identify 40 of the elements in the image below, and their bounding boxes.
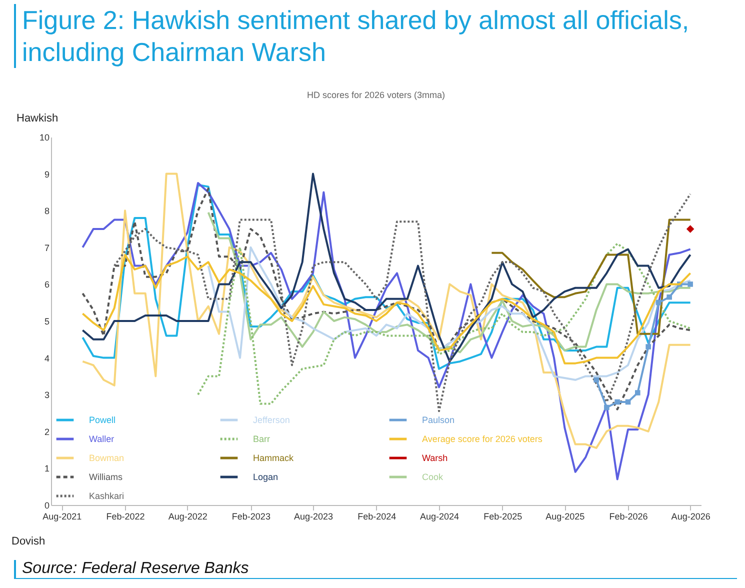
legend-label: Waller: [89, 434, 114, 444]
legend-label: Hammack: [253, 453, 294, 463]
x-tick-label: Aug-2021: [42, 512, 82, 522]
y-tick-label: 6: [44, 280, 50, 290]
x-tick-label: Feb-2026: [609, 512, 648, 522]
legend-label: Paulson: [422, 415, 455, 425]
legend-label: Warsh: [422, 453, 448, 463]
legend-label: Williams: [89, 472, 123, 482]
y-tick-label: 10: [39, 132, 50, 142]
x-tick-label: Feb-2025: [484, 512, 522, 522]
legend-label: Barr: [253, 434, 270, 444]
x-tick-label: Feb-2023: [232, 512, 270, 522]
y-tick-label: 9: [44, 169, 50, 180]
x-tick-label: Aug-2026: [671, 512, 710, 522]
legend-label: Bowman: [89, 453, 124, 463]
y-tick-label: 1: [44, 464, 50, 474]
x-axis-title: Dovish: [12, 536, 46, 548]
y-tick-label: 7: [44, 242, 50, 253]
y-tick-label: 5: [44, 316, 50, 326]
legend-label: Average score for 2026 voters: [422, 434, 543, 444]
x-tick-label: Aug-2023: [294, 512, 334, 522]
x-tick-label: Aug-2022: [168, 512, 208, 522]
legend-label: Powell: [89, 415, 116, 425]
legend-label: Cook: [422, 472, 444, 482]
legend-label: Kashkari: [89, 491, 124, 501]
x-tick-label: Aug-2025: [546, 512, 585, 522]
y-tick-label: 3: [44, 390, 50, 400]
x-tick-label: Feb-2024: [358, 512, 396, 522]
source-note: Source: Federal Reserve Banks: [14, 560, 737, 579]
y-tick-label: 8: [44, 206, 50, 216]
y-tick-label: 4: [44, 353, 50, 364]
y-axis-title: Hawkish: [16, 112, 58, 124]
chart-title: Figure 2: Hawkish sentiment shared by almost all officials, including Chairman Warsh: [14, 4, 712, 68]
legend-label: Logan: [253, 472, 278, 482]
y-tick-label: 0: [44, 500, 50, 510]
x-tick-label: Feb-2022: [106, 512, 145, 522]
y-tick-label: 2: [44, 426, 50, 437]
x-tick-label: Aug-2024: [420, 512, 460, 522]
legend-label: Jefferson: [253, 415, 290, 425]
chart-subtitle: HD scores for 2026 voters (3mma): [306, 90, 446, 100]
